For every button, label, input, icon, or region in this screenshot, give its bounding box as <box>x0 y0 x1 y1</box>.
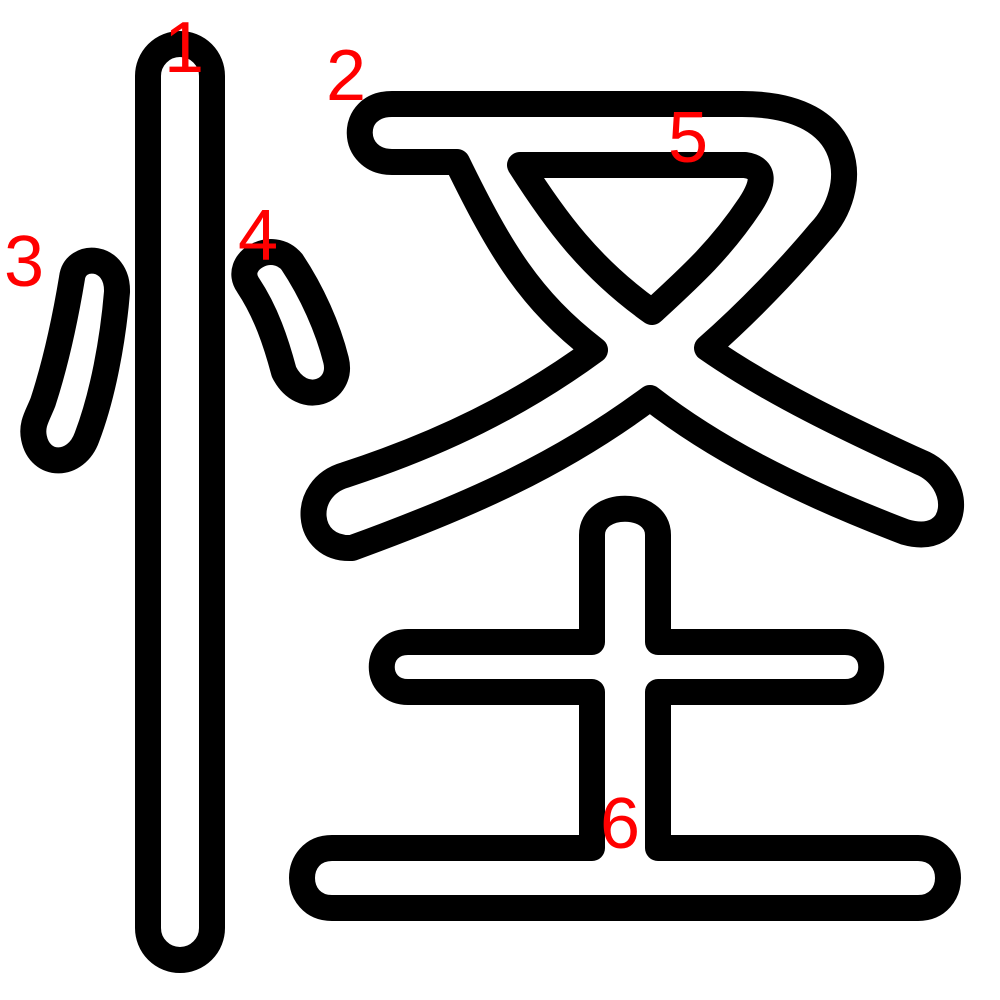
stroke-number-2: 2 <box>326 36 366 116</box>
stroke-2-5-outline <box>300 91 964 561</box>
stroke-6-outline <box>289 495 961 921</box>
stroke-number-4: 4 <box>238 196 278 276</box>
stroke-number-3: 3 <box>4 222 44 302</box>
stroke-1 <box>135 31 225 973</box>
stroke-1-outline <box>135 31 225 973</box>
stroke-6 <box>289 495 961 921</box>
stroke-number-5: 5 <box>668 98 708 178</box>
stroke-3-outline <box>20 247 130 474</box>
stroke-number-6: 6 <box>600 784 640 864</box>
stroke-number-1: 1 <box>164 8 204 88</box>
stroke-2-5 <box>300 91 964 561</box>
stroke-4-outline <box>231 239 350 406</box>
stroke-3 <box>20 247 130 474</box>
stroke-4 <box>231 239 350 406</box>
stroke-number-labels: 1 2 3 4 5 6 <box>4 8 708 864</box>
